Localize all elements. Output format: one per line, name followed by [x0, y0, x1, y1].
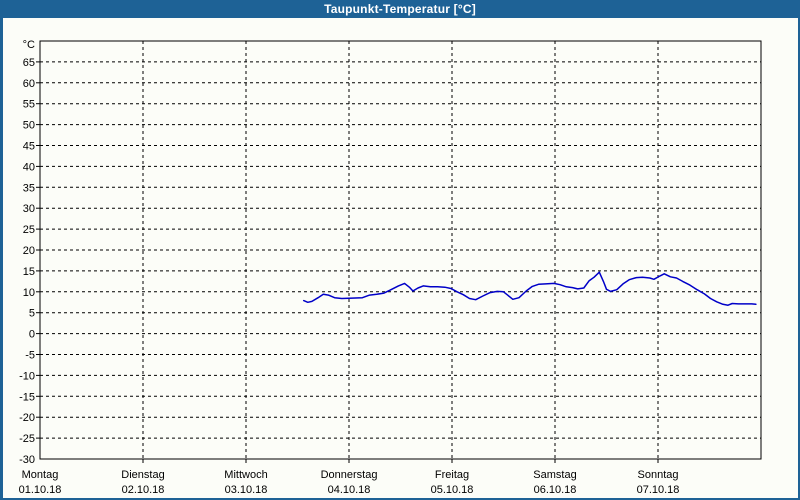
- y-tick-label: 40: [23, 161, 35, 173]
- window-title: Taupunkt-Temperatur [°C]: [324, 2, 476, 16]
- y-tick-label: 35: [23, 182, 35, 194]
- y-tick-label: 55: [23, 99, 35, 111]
- y-tick-label: -30: [19, 454, 35, 466]
- y-tick-labels: 65605550454035302520151050-5-10-15-20-25…: [19, 39, 35, 466]
- y-tick-label: -5: [25, 350, 35, 362]
- plot-border: [39, 40, 762, 460]
- x-day-label: Donnerstag: [321, 469, 378, 481]
- x-gridlines: [142, 41, 659, 463]
- y-tick-label: -25: [19, 433, 35, 445]
- y-axis-unit-label: °C: [23, 39, 35, 51]
- x-day-label: Montag: [22, 469, 59, 481]
- y-tick-label: -10: [19, 370, 35, 382]
- y-tick-label: 10: [23, 287, 35, 299]
- y-tick-label: 20: [23, 245, 35, 257]
- y-tick-label: 30: [23, 203, 35, 215]
- window-titlebar[interactable]: Taupunkt-Temperatur [°C]: [0, 0, 800, 18]
- x-day-label: Mittwoch: [224, 469, 267, 481]
- dewpoint-line: [302, 271, 757, 306]
- x-axis-labels: Montag 01.10.18 Dienstag 02.10.18 Mittwoch 03…: [19, 469, 680, 496]
- x-day-label: Samstag: [533, 469, 576, 481]
- x-day-label: Dienstag: [121, 469, 164, 481]
- y-tick-label: 45: [23, 141, 35, 153]
- y-tick-label: 25: [23, 224, 35, 236]
- x-day-label: Freitag: [435, 469, 469, 481]
- y-gridlines: [36, 61, 761, 439]
- x-date-label: 03.10.18: [225, 484, 268, 496]
- x-date-label: 01.10.18: [19, 484, 62, 496]
- y-tick-label: 0: [29, 329, 35, 341]
- y-tick-label: -15: [19, 391, 35, 403]
- y-tick-label: 60: [23, 78, 35, 90]
- x-date-label: 06.10.18: [534, 484, 577, 496]
- y-tick-label: 65: [23, 57, 35, 69]
- x-date-label: 05.10.18: [431, 484, 474, 496]
- x-date-label: 02.10.18: [122, 484, 165, 496]
- x-day-label: Sonntag: [638, 469, 679, 481]
- y-tick-label: 15: [23, 266, 35, 278]
- y-tick-label: -20: [19, 412, 35, 424]
- y-tick-label: 5: [29, 308, 35, 320]
- y-tick-label: 50: [23, 120, 35, 132]
- x-date-label: 07.10.18: [637, 484, 680, 496]
- x-date-label: 04.10.18: [328, 484, 371, 496]
